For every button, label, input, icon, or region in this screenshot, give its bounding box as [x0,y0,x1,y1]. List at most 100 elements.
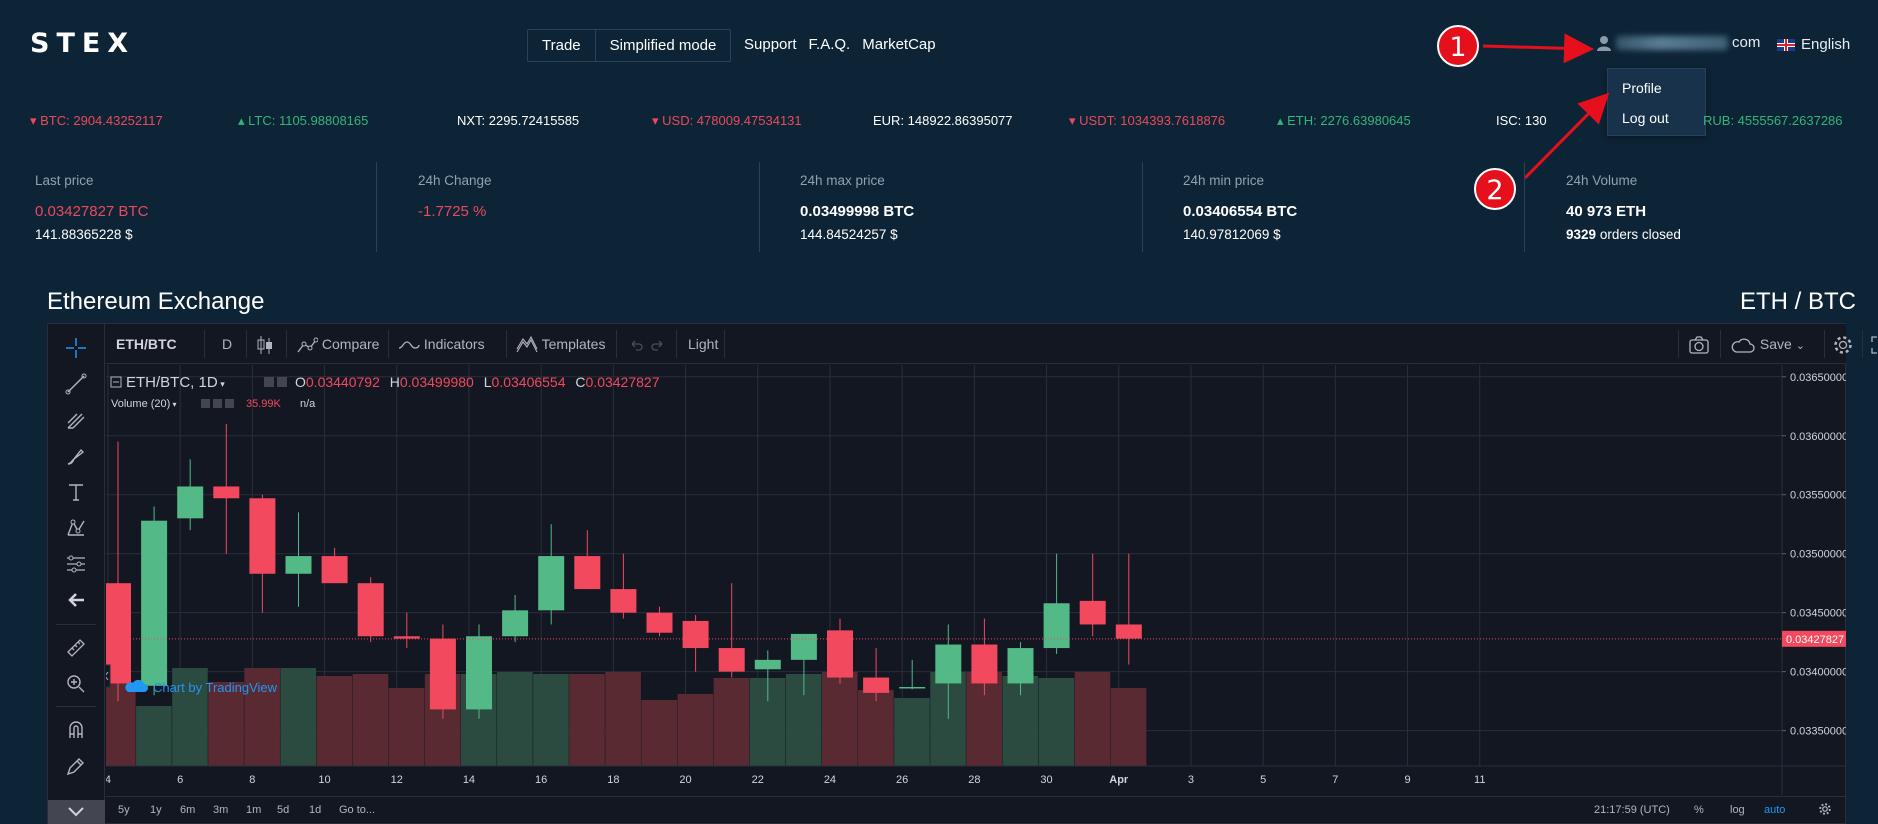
toolbar-separator [506,330,507,358]
legend-collapse-icon[interactable] [110,376,122,388]
utc-clock[interactable]: 21:17:59 (UTC) [1594,804,1670,816]
time-tick-label: 8 [249,774,255,786]
back-arrow-tool[interactable] [62,586,90,614]
ticker-eur[interactable]: EUR: 148922.86395077 [873,113,1013,128]
range-5d-button[interactable]: 5d [277,804,290,816]
volume-legend[interactable]: Volume (20) ▾ [111,398,177,410]
annotation-badge-2: 2 [1474,168,1516,210]
undo-button[interactable] [628,324,644,364]
logout-menu-item[interactable]: Log out [1622,110,1669,126]
candle-body [429,638,456,710]
ticker-rub[interactable]: RUB: 4555567.2637286 [1703,113,1843,128]
indicators-button[interactable]: Indicators [398,324,485,364]
language-selector[interactable]: English [1777,36,1850,53]
pitchfork-tool[interactable] [62,406,90,434]
volume-settings-icon[interactable] [201,399,210,408]
nav-faq-link[interactable]: F.A.Q. [808,36,851,53]
crosshair-tool[interactable] [62,334,90,362]
redo-icon [651,340,663,351]
candle-body [1043,603,1070,649]
nav-marketcap-link[interactable]: MarketCap [862,36,936,53]
lock-drawings-tool[interactable] [62,752,90,780]
range-1y-button[interactable]: 1y [150,804,162,816]
legend-hide-icon[interactable] [277,377,287,387]
ticker-usdt[interactable]: ▾ USDT: 1034393.7618876 [1069,113,1226,128]
profile-menu-item[interactable]: Profile [1622,80,1662,96]
text-icon [69,484,83,501]
ticker-btc[interactable]: ▾ BTC: 2904.43252117 [30,113,163,128]
candle-body [321,556,348,584]
goto-date-button[interactable]: Go to... [339,804,376,816]
save-button[interactable]: Save ⌄ [1730,324,1805,364]
interval-button[interactable]: D [222,336,233,352]
last-price-tag-text: 0.03427827 [1786,634,1844,646]
user-menu-toggle[interactable]: com [1596,34,1760,51]
toolbar-scroll-down[interactable] [48,800,105,824]
price-axis[interactable]: 0.03650000 0.03600000 0.03550000 0.03500000… [1781,365,1846,795]
chart-type-button[interactable] [256,324,274,364]
tradingview-watermark[interactable]: Chart by TradingView [125,679,278,695]
candle-body [935,644,962,684]
range-1m-button[interactable]: 1m [246,804,262,816]
ticker-usd[interactable]: ▾ USD: 478009.47534131 [652,113,802,128]
log-scale-toggle[interactable]: log [1730,804,1745,816]
auto-scale-toggle[interactable]: auto [1764,804,1786,816]
user-email-suffix: com [1732,34,1761,51]
text-tool[interactable] [62,478,90,506]
volume-bar [208,682,244,766]
toolbar-separator [1824,330,1825,358]
volume-close-icon[interactable] [225,399,234,408]
percent-scale-toggle[interactable]: % [1694,804,1704,816]
zoom-tool[interactable] [62,670,90,698]
pair-title: ETH / BTC [1739,288,1856,315]
volume-bar [1038,678,1075,766]
price-tick-label: 0.03350000 [1790,726,1846,738]
settings-button[interactable] [1832,324,1854,364]
measure-tool[interactable] [62,634,90,662]
symbol-search-button[interactable]: ETH/BTC [116,336,177,352]
simplified-mode-button[interactable]: Simplified mode [594,30,731,61]
range-1d-button[interactable]: 1d [309,804,322,816]
ticker-ltc[interactable]: ▴ LTC: 1105.98808165 [238,113,369,128]
templates-icon [516,336,538,353]
trend-line-tool[interactable] [62,370,90,398]
time-tick-label: 20 [679,774,691,786]
legend-settings-icon[interactable] [264,377,274,387]
candle-body [1007,648,1034,684]
price-tick-label: 0.03550000 [1790,490,1846,502]
redo-button[interactable] [650,324,666,364]
trade-mode-button[interactable]: Trade [542,37,581,54]
ticker-nxt[interactable]: NXT: 2295.72415585 [457,113,580,128]
magnet-tool[interactable] [62,716,90,744]
range-6m-button[interactable]: 6m [180,804,196,816]
pattern-tool[interactable] [62,514,90,542]
ticker-eth[interactable]: ▴ ETH: 2276.63980645 [1277,113,1411,128]
brush-tool[interactable] [62,442,90,470]
price-chart[interactable]: 0.03650000 0.03600000 0.03550000 0.03500000… [106,365,1846,795]
nav-support-link[interactable]: Support [744,36,797,53]
chart-top-toolbar: ETH/BTC D Compare Indicators Templates [106,324,1877,364]
fullscreen-button[interactable] [1870,324,1878,364]
legend-symbol[interactable]: ETH/BTC, 1D ▾ [126,374,225,391]
toolbar-separator [388,330,389,358]
ticker-isc[interactable]: ISC: 130 [1496,113,1547,128]
user-email-redacted [1616,35,1728,50]
stex-logo[interactable]: STEX [30,28,136,59]
candle-body [863,677,890,693]
range-5y-button[interactable]: 5y [118,804,130,816]
range-3m-button[interactable]: 3m [213,804,229,816]
theme-toggle-button[interactable]: Light [688,336,719,352]
collapse-panel-handle[interactable] [106,664,111,688]
prediction-icon [67,555,85,573]
time-tick-label: 10 [318,774,330,786]
screenshot-button[interactable] [1688,324,1710,364]
volume-bar [316,676,353,766]
compare-icon [297,337,319,353]
prediction-tool[interactable] [62,550,90,578]
scale-settings-button[interactable] [1818,802,1832,819]
candle-body [177,486,204,519]
compare-button[interactable]: Compare [296,324,379,364]
volume-hide-icon[interactable] [213,399,222,408]
templates-button[interactable]: Templates [516,324,605,364]
time-axis[interactable]: 4 6 8 10 12 14 16 18 20 22 24 26 28 30 Apr 3 5 7 9 11 [106,765,1846,786]
